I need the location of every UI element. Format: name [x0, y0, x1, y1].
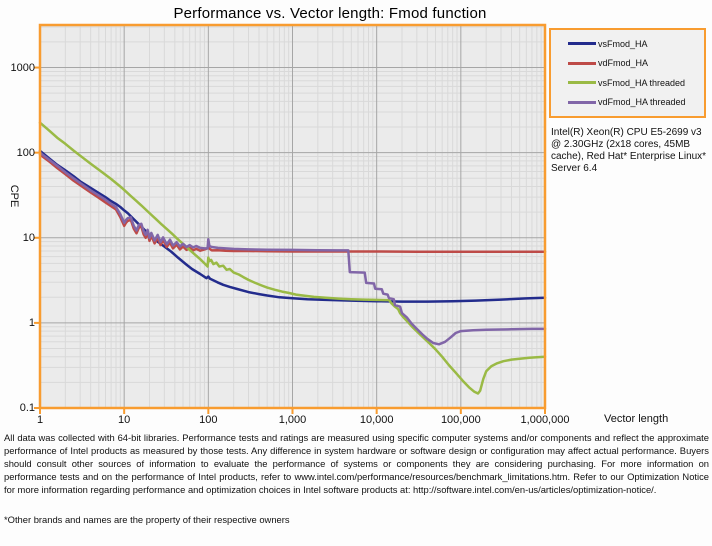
chart-canvas [34, 23, 547, 414]
plot-area: 1 10 100 1,000 10,000 100,000 1,000,000 0.1 1 10 1… [11, 23, 569, 426]
legend-line-swatch [568, 81, 596, 85]
y-axis-title: CPE [8, 184, 20, 208]
x-axis-title: Vector length [604, 413, 669, 425]
legend-item-vdfmod-ha: vdFmod_HA [568, 58, 704, 68]
chart-title: Performance vs. Vector length: Fmod func… [173, 5, 487, 22]
y-tick-label: 1000 [10, 61, 35, 74]
legend-label: vdFmod_HA [598, 58, 649, 69]
legend-label: vsFmod_HA [598, 38, 648, 49]
legend-line-swatch [568, 100, 596, 104]
legend-item-vsfmod-ha-threaded: vsFmod_HA threaded [568, 78, 704, 88]
x-tick-label: 1,000,000 [520, 414, 570, 426]
legend-label: vdFmod_HA threaded [598, 97, 686, 108]
series-vsfmod-ha-threaded [38, 121, 547, 395]
footer-trademark: *Other brands and names are the property… [4, 514, 290, 525]
x-tick-label: 1 [36, 414, 44, 426]
series-vdfmod-ha [38, 153, 547, 254]
legend: vsFmod_HA vdFmod_HA vsFmod_HA threaded v… [549, 28, 706, 118]
x-tick-label: 10,000 [359, 414, 394, 426]
x-tick-label: 10 [118, 414, 131, 426]
x-tick-label: 100 [199, 414, 218, 426]
legend-label: vsFmod_HA threaded [598, 77, 686, 88]
y-tick-label: 0.1 [19, 402, 35, 414]
legend-item-vsfmod-ha: vsFmod_HA [568, 39, 704, 49]
footer-disclaimer: All data was collected with 64-bit libra… [4, 432, 709, 495]
legend-line-swatch [568, 61, 596, 65]
x-tick-label: 1,000 [278, 414, 307, 426]
legend-item-vdfmod-ha-threaded: vdFmod_HA threaded [568, 97, 704, 107]
y-tick-label: 100 [16, 146, 35, 159]
series-vdfmod-ha-threaded [38, 151, 547, 346]
y-tick-label: 10 [22, 231, 35, 244]
system-info-note: Intel(R) Xeon(R) CPU E5-2699 v3 @ 2.30GH… [551, 127, 707, 174]
x-tick-label: 100,000 [440, 414, 481, 426]
y-tick-label: 1 [28, 316, 35, 329]
series-vsfmod-ha [38, 149, 547, 303]
legend-line-swatch [568, 42, 596, 46]
